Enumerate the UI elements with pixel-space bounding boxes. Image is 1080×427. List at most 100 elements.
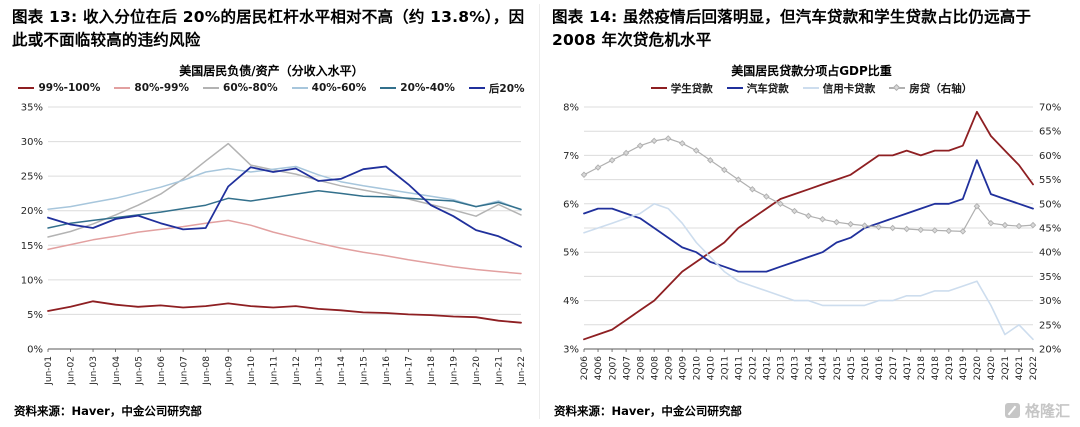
svg-text:Jun-14: Jun-14 bbox=[337, 356, 347, 386]
svg-text:2Q13: 2Q13 bbox=[777, 356, 787, 380]
svg-text:Jun-07: Jun-07 bbox=[179, 356, 189, 386]
legend-swatch-icon bbox=[18, 87, 35, 89]
svg-text:4Q18: 4Q18 bbox=[931, 356, 941, 381]
svg-text:20%: 20% bbox=[21, 206, 43, 217]
legend-label: 后20% bbox=[488, 82, 525, 95]
legend-swatch-icon bbox=[468, 87, 485, 89]
svg-text:Jun-19: Jun-19 bbox=[450, 356, 460, 386]
svg-text:4Q19: 4Q19 bbox=[959, 356, 969, 381]
svg-text:4Q11: 4Q11 bbox=[735, 356, 745, 380]
svg-text:2Q08: 2Q08 bbox=[636, 356, 646, 381]
svg-text:2Q07: 2Q07 bbox=[608, 356, 618, 380]
svg-text:4Q10: 4Q10 bbox=[706, 356, 716, 381]
svg-text:50%: 50% bbox=[1039, 199, 1061, 210]
chart-13-legend: 99%-100% 80%-99% 60%-80% 40%-60% 20%-40% 后20% bbox=[12, 79, 531, 97]
panel-divider bbox=[539, 4, 540, 419]
figure-14-panel: 图表 14: 虽然疫情后回落明显，但汽车贷款和学生贷款占比仍远高于 2008 年… bbox=[540, 0, 1079, 427]
svg-text:2Q11: 2Q11 bbox=[721, 356, 731, 380]
svg-text:Jun-22: Jun-22 bbox=[517, 356, 527, 386]
svg-text:8%: 8% bbox=[563, 103, 579, 114]
svg-text:2Q22: 2Q22 bbox=[1029, 356, 1039, 380]
svg-text:2Q18: 2Q18 bbox=[917, 356, 927, 381]
legend-label: 20%-40% bbox=[400, 82, 455, 94]
svg-text:2Q21: 2Q21 bbox=[1001, 356, 1011, 380]
legend-swatch-icon bbox=[114, 87, 131, 89]
svg-text:3%: 3% bbox=[563, 345, 579, 356]
svg-text:4Q21: 4Q21 bbox=[1015, 356, 1025, 380]
svg-text:4Q13: 4Q13 bbox=[791, 356, 801, 380]
svg-text:2Q06: 2Q06 bbox=[580, 356, 590, 381]
svg-text:15%: 15% bbox=[21, 241, 43, 252]
svg-text:Jun-05: Jun-05 bbox=[134, 356, 144, 386]
svg-text:Jun-08: Jun-08 bbox=[202, 356, 212, 386]
svg-text:7%: 7% bbox=[563, 151, 579, 162]
svg-text:2Q09: 2Q09 bbox=[664, 356, 674, 381]
line-chart-loans-to-gdp: 3% 4% 5% 6% 7% 8% 20% 25% 30% 35% 40% 45% 50% 55% 60% 6… bbox=[563, 103, 1061, 381]
legend-item: 80%-99% bbox=[114, 82, 189, 94]
svg-text:4Q15: 4Q15 bbox=[847, 356, 857, 380]
svg-text:Jun-21: Jun-21 bbox=[495, 356, 505, 386]
svg-text:4Q08: 4Q08 bbox=[650, 356, 660, 381]
chart-14-title: 美国居民贷款分项占GDP比重 bbox=[731, 64, 892, 78]
svg-text:Jun-18: Jun-18 bbox=[427, 356, 437, 386]
svg-text:Jun-06: Jun-06 bbox=[157, 356, 167, 386]
svg-text:Jun-15: Jun-15 bbox=[360, 356, 370, 386]
svg-text:Jun-17: Jun-17 bbox=[405, 356, 415, 386]
svg-text:5%: 5% bbox=[563, 248, 579, 259]
svg-text:2Q19: 2Q19 bbox=[945, 356, 955, 381]
legend-swatch-icon bbox=[650, 87, 667, 89]
figure-13-caption: 图表 13: 收入分位在后 20%的居民杠杆水平相对不高（约 13.8%），因此… bbox=[12, 8, 525, 50]
svg-text:Jun-11: Jun-11 bbox=[269, 356, 279, 386]
legend-item: 99%-100% bbox=[18, 82, 100, 94]
gelonghui-watermark: 格隆汇 bbox=[1004, 400, 1070, 421]
svg-text:Jun-16: Jun-16 bbox=[382, 356, 392, 386]
svg-text:4Q16: 4Q16 bbox=[875, 356, 885, 381]
svg-text:20%: 20% bbox=[1039, 345, 1061, 356]
figure-13-source-note: 资料来源：Haver，中金公司研究部 bbox=[14, 404, 202, 418]
svg-text:30%: 30% bbox=[21, 137, 43, 148]
legend-label: 99%-100% bbox=[38, 82, 101, 94]
svg-text:Jun-09: Jun-09 bbox=[224, 356, 234, 386]
figure-14-caption: 图表 14: 虽然疫情后回落明显，但汽车贷款和学生贷款占比仍远高于 2008 年… bbox=[552, 8, 1032, 50]
legend-label: 房贷（右轴） bbox=[909, 82, 973, 95]
legend-item: 40%-60% bbox=[291, 82, 367, 94]
legend-swatch-icon bbox=[802, 87, 819, 89]
legend-item: 20%-40% bbox=[380, 82, 455, 94]
svg-text:4Q09: 4Q09 bbox=[678, 356, 688, 381]
legend-item: 信用卡贷款 bbox=[802, 81, 875, 96]
chart-14-legend: 学生贷款 汽车贷款 信用卡贷款 房贷（右轴） bbox=[552, 79, 1071, 97]
legend-label: 80%-99% bbox=[134, 82, 190, 94]
svg-text:Jun-10: Jun-10 bbox=[247, 356, 257, 386]
legend-item: 60%-80% bbox=[203, 82, 278, 94]
svg-text:4Q12: 4Q12 bbox=[763, 356, 773, 380]
svg-text:Jun-20: Jun-20 bbox=[472, 356, 482, 386]
svg-text:30%: 30% bbox=[1039, 296, 1061, 307]
svg-text:2Q20: 2Q20 bbox=[973, 356, 983, 381]
legend-label: 40%-60% bbox=[311, 82, 367, 94]
svg-text:2Q10: 2Q10 bbox=[692, 356, 702, 381]
svg-text:25%: 25% bbox=[21, 172, 43, 183]
figure-13-panel: 图表 13: 收入分位在后 20%的居民杠杆水平相对不高（约 13.8%），因此… bbox=[0, 0, 539, 427]
legend-swatch-icon bbox=[203, 87, 220, 89]
svg-text:4Q06: 4Q06 bbox=[594, 356, 604, 381]
svg-text:Jun-12: Jun-12 bbox=[292, 356, 302, 386]
legend-item: 学生贷款 bbox=[650, 81, 713, 96]
legend-swatch-icon bbox=[291, 87, 308, 89]
svg-text:25%: 25% bbox=[1039, 320, 1061, 331]
gelonghui-logo-icon bbox=[1004, 403, 1020, 418]
svg-text:Jun-01: Jun-01 bbox=[44, 356, 54, 386]
svg-text:40%: 40% bbox=[1039, 248, 1061, 259]
chart-13-title: 美国居民负债/资产（分收入水平） bbox=[179, 64, 364, 78]
svg-text:Jun-03: Jun-03 bbox=[89, 356, 99, 386]
gelonghui-watermark-text: 格隆汇 bbox=[1024, 402, 1070, 420]
svg-text:4%: 4% bbox=[563, 296, 579, 307]
svg-text:4Q20: 4Q20 bbox=[987, 356, 997, 381]
svg-text:55%: 55% bbox=[1039, 175, 1061, 186]
svg-text:4Q17: 4Q17 bbox=[903, 356, 913, 380]
line-chart-leverage-by-income: 0% 5% 10% 15% 20% 25% 30% 35% Jun-01 Jun-02 Jun-03… bbox=[21, 103, 527, 386]
svg-text:Jun-04: Jun-04 bbox=[112, 356, 122, 386]
legend-item: 房贷（右轴） bbox=[889, 81, 972, 96]
legend-item: 汽车贷款 bbox=[726, 81, 789, 96]
svg-text:Jun-02: Jun-02 bbox=[67, 356, 77, 386]
